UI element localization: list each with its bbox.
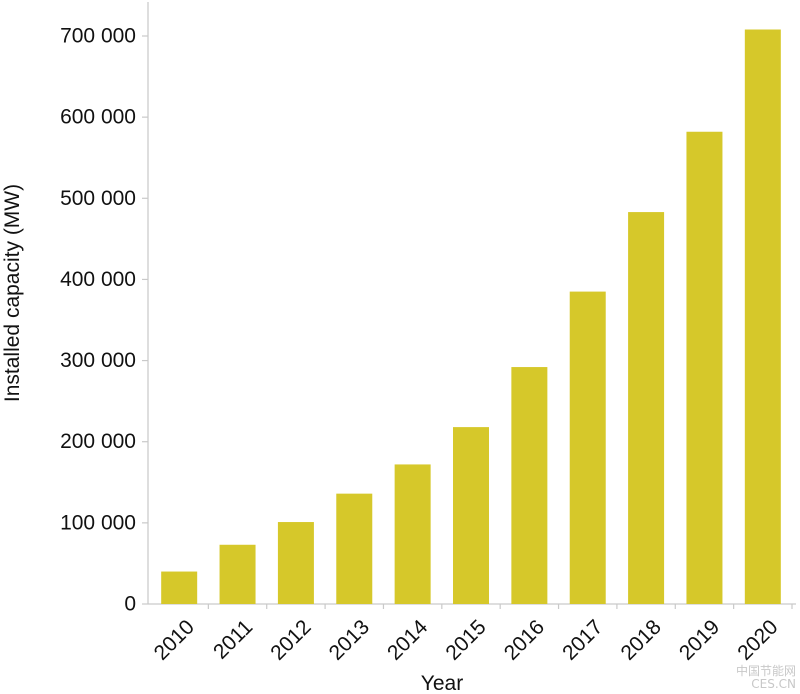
watermark-line2: CES.CN	[751, 677, 796, 691]
x-tick-label: 2015	[441, 615, 490, 664]
watermark: 中国节能网 CES.CN	[736, 665, 796, 691]
bar-2019	[686, 131, 723, 604]
y-tick-label: 600 000	[60, 106, 136, 129]
bar-2016	[511, 367, 548, 604]
y-tick-label: 300 000	[60, 349, 136, 372]
bar-2010	[161, 571, 198, 604]
x-tick-label: 2016	[500, 615, 549, 664]
y-tick-label: 100 000	[60, 511, 136, 534]
x-tick-label: 2019	[675, 615, 724, 664]
x-tick-label: 2018	[617, 615, 666, 664]
x-tick-label: 2012	[266, 615, 315, 664]
x-tick-label: 2017	[558, 615, 607, 664]
y-tick-label: 400 000	[60, 268, 136, 291]
bar-2018	[628, 212, 665, 604]
y-tick-label: 200 000	[60, 430, 136, 453]
bar-2012	[277, 522, 314, 604]
bar-2013	[336, 493, 373, 604]
y-axis-title: Installed capacity (MW)	[1, 184, 24, 402]
x-tick-label: 2011	[209, 615, 257, 663]
y-tick-labels: 0 100 000 200 000 300 000 400 000 500 000 600 …	[60, 25, 148, 616]
x-tick-label: 2020	[733, 615, 782, 664]
bar-2014	[394, 464, 431, 604]
watermark-line1: 中国节能网	[735, 664, 796, 678]
x-tick-labels: 2010 2011 2012 2013 2014 2015 2016 2017 2018 2019…	[150, 604, 793, 665]
bar-2011	[219, 544, 256, 604]
x-tick-label: 2013	[325, 615, 374, 664]
x-axis-title: Year	[421, 672, 463, 694]
x-tick-label: 2014	[383, 615, 433, 665]
y-tick-label: 0	[124, 593, 136, 616]
bars	[161, 29, 781, 605]
x-tick-label: 2010	[150, 615, 199, 664]
y-tick-label: 500 000	[60, 187, 136, 210]
y-tick-label: 700 000	[60, 25, 136, 48]
bar-2020	[744, 29, 781, 605]
bar-2017	[569, 291, 606, 604]
bar-2015	[453, 427, 489, 604]
